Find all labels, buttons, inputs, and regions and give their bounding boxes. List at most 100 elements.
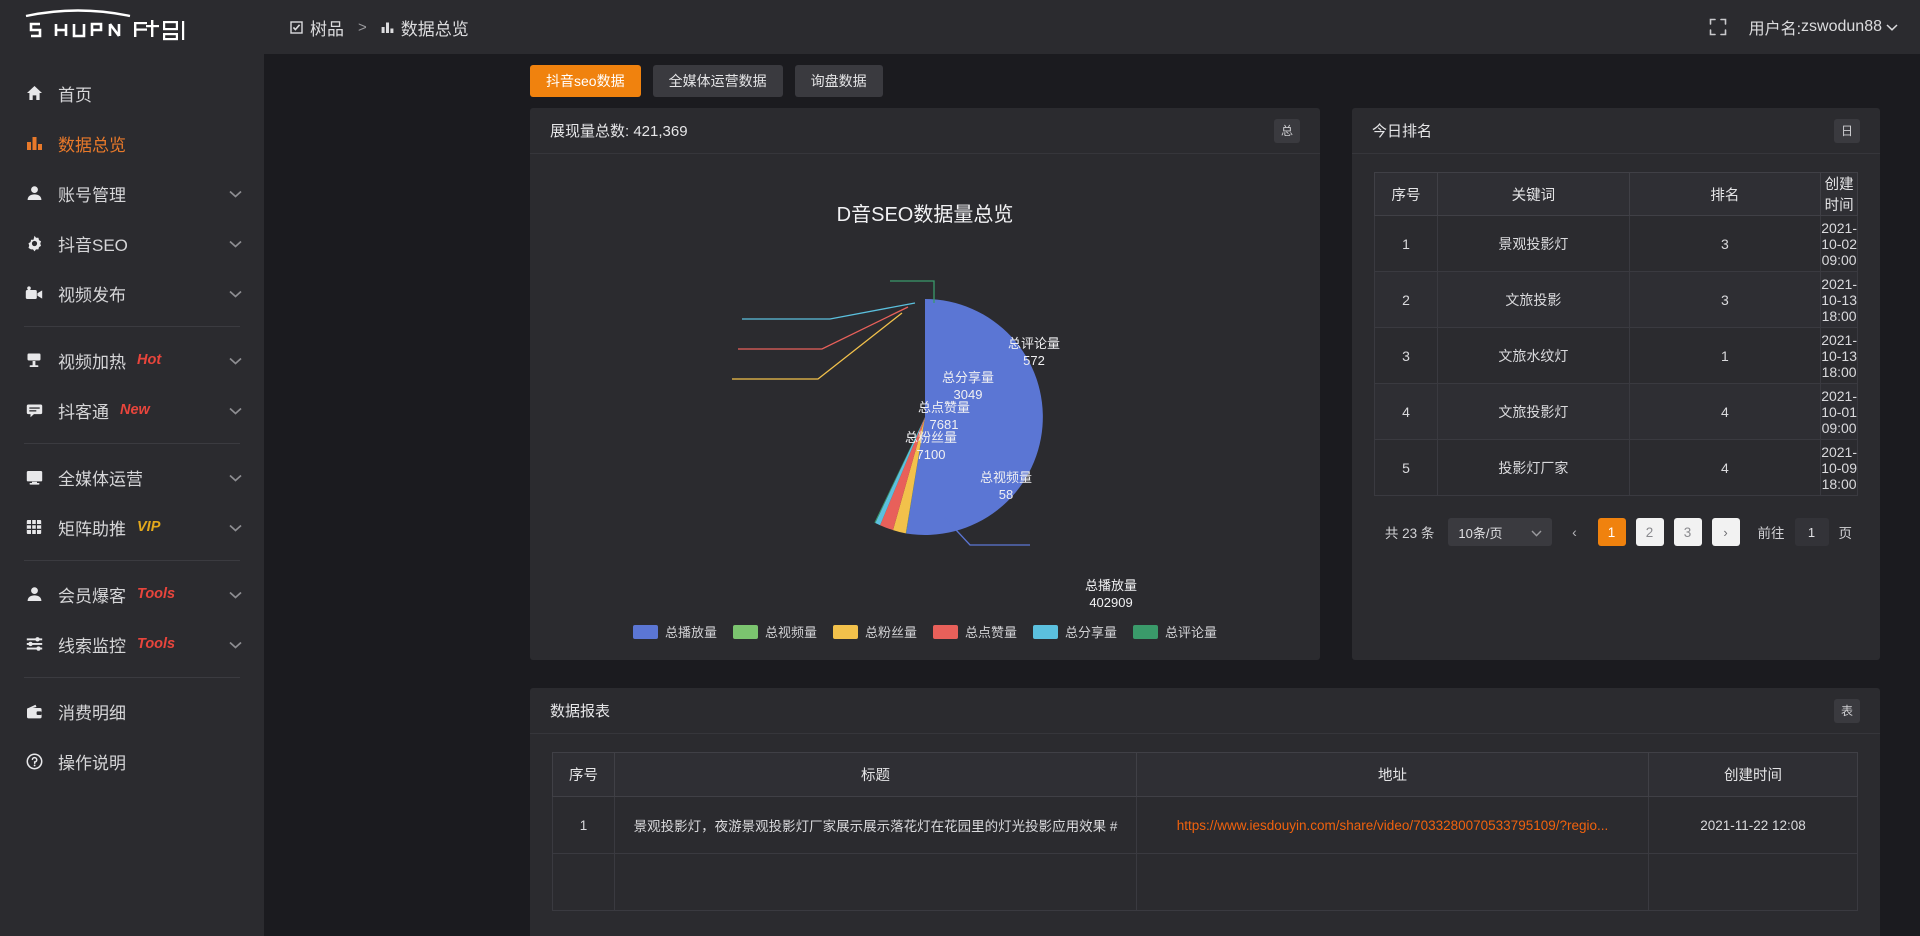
chevron-down-icon[interactable] bbox=[229, 283, 242, 303]
monitor-icon bbox=[22, 466, 46, 488]
report-url-link[interactable]: https://www.iesdouyin.com/share/video/70… bbox=[1176, 817, 1609, 833]
legend-item-total-comments[interactable]: 总评论量 bbox=[1133, 622, 1217, 641]
sidebar-item-label: 账号管理 bbox=[58, 185, 126, 205]
chevron-down-icon[interactable] bbox=[229, 350, 242, 370]
table-header-row: 序号 关键词 排名 创建时间 bbox=[1373, 172, 1858, 216]
sidebar-item-label: 线索监控 bbox=[58, 636, 126, 656]
sidebar-item-label: 数据总览 bbox=[58, 135, 126, 155]
pagination-page-3[interactable]: 3 bbox=[1673, 518, 1702, 546]
ranking-card-header: 今日排名 日 bbox=[1352, 108, 1880, 154]
chevron-down-icon[interactable] bbox=[229, 584, 242, 604]
cell-url[interactable]: https://www.iesdouyin.com/share/video/70… bbox=[1136, 796, 1649, 854]
legend-item-total-videos[interactable]: 总视频量 bbox=[732, 622, 817, 641]
pie-slice-total-comments[interactable] bbox=[874, 417, 925, 523]
breadcrumb-root[interactable]: 树品 bbox=[290, 15, 344, 40]
tab-omni-media-data[interactable]: 全媒体运营数据 bbox=[652, 65, 783, 97]
cell-title bbox=[614, 853, 1137, 911]
brand-logo[interactable] bbox=[0, 0, 264, 54]
page-size-select[interactable]: 10条/页 bbox=[1448, 518, 1552, 546]
sidebar-divider bbox=[24, 443, 240, 444]
legend-item-total-shares[interactable]: 总分享量 bbox=[1033, 622, 1117, 641]
sidebar-item-account-management[interactable]: 账号管理 bbox=[0, 168, 264, 218]
table-row[interactable]: 3 文旅水纹灯 1 2021-10-13 18:00 bbox=[1373, 327, 1858, 384]
pagination-page-2[interactable]: 2 bbox=[1635, 518, 1664, 546]
sidebar-item-label: 抖音SEO bbox=[58, 235, 128, 255]
data-report-card: 数据报表 表 序号 标题 地址 创建时间 bbox=[530, 688, 1880, 936]
pie-slice-total-shares[interactable] bbox=[875, 417, 925, 526]
table-row[interactable]: 1 景观投影灯 3 2021-10-02 09:00 bbox=[1373, 215, 1858, 272]
legend-label: 总视频量 bbox=[764, 625, 817, 640]
callout-total-likes: 总点赞量 7681 bbox=[918, 399, 970, 433]
leader-line-likes bbox=[738, 306, 909, 350]
pagination-page-1[interactable]: 1 bbox=[1597, 518, 1626, 546]
tab-inquiry-data[interactable]: 询盘数据 bbox=[794, 65, 883, 97]
user-menu[interactable]: 用户名: zswodun88 bbox=[1749, 15, 1898, 39]
leader-line-comments bbox=[890, 280, 935, 303]
pie-slice-total-videos[interactable] bbox=[905, 417, 925, 534]
legend-swatch bbox=[1133, 624, 1159, 639]
pagination-jump-prefix: 前往 bbox=[1757, 526, 1785, 541]
legend-item-total-fans[interactable]: 总粉丝量 bbox=[832, 622, 917, 641]
chevron-down-icon[interactable] bbox=[229, 233, 242, 253]
report-body: 序号 标题 地址 创建时间 1 景观投影灯，夜游景观投影灯厂家展示展示落花灯在花… bbox=[530, 734, 1880, 911]
sidebar-item-douyin-seo[interactable]: 抖音SEO bbox=[0, 218, 264, 268]
cell-index bbox=[552, 853, 615, 911]
today-ranking-card: 今日排名 日 序号 关键词 排名 创建时间 bbox=[1352, 108, 1880, 660]
sidebar-item-lead-monitor[interactable]: 线索监控 Tools bbox=[0, 619, 264, 669]
sidebar-item-data-overview[interactable]: 数据总览 bbox=[0, 118, 264, 168]
sidebar-item-consumption-detail[interactable]: 消费明细 bbox=[0, 686, 264, 736]
sidebar-item-label: 操作说明 bbox=[58, 753, 126, 773]
sidebar-item-douketong[interactable]: 抖客通 New bbox=[0, 385, 264, 435]
legend-item-total-plays[interactable]: 总播放量 bbox=[632, 622, 717, 641]
sidebar-item-tag: Hot bbox=[137, 352, 162, 368]
table-row[interactable]: 2 文旅投影 3 2021-10-13 18:00 bbox=[1373, 271, 1858, 328]
top-row: 展现量总数: 421,369 总 D音SEO数据量总览 bbox=[530, 108, 1880, 660]
chat-icon bbox=[22, 399, 46, 421]
bar-chart-icon bbox=[22, 132, 46, 154]
chevron-down-icon[interactable] bbox=[229, 467, 242, 487]
pagination-prev-button[interactable]: ‹ bbox=[1572, 524, 1577, 540]
chart-legend: 总播放量 总视频量 总粉丝量 bbox=[530, 622, 1320, 641]
table-row[interactable]: 5 投影灯厂家 4 2021-10-09 18:00 bbox=[1373, 439, 1858, 496]
table-row[interactable]: 1 景观投影灯，夜游景观投影灯厂家展示展示落花灯在花园里的灯光投影应用效果 # … bbox=[552, 796, 1858, 854]
chevron-down-icon[interactable] bbox=[229, 517, 242, 537]
sidebar-item-home[interactable]: 首页 bbox=[0, 68, 264, 118]
breadcrumb-current[interactable]: 数据总览 bbox=[381, 15, 469, 40]
sidebar-item-member-burst[interactable]: 会员爆客 Tools bbox=[0, 569, 264, 619]
sidebar-item-label: 抖客通 bbox=[58, 402, 109, 422]
tab-douyin-seo-data[interactable]: 抖音seo数据 bbox=[530, 65, 641, 97]
pie-slice-total-likes[interactable] bbox=[880, 417, 925, 531]
legend-item-total-likes[interactable]: 总点赞量 bbox=[933, 622, 1017, 641]
chart-total-toggle-button[interactable]: 总 bbox=[1273, 118, 1300, 143]
pie-slice-total-plays[interactable] bbox=[906, 299, 1043, 535]
sidebar-item-video-boost[interactable]: 视频加热 Hot bbox=[0, 335, 264, 385]
cell-url[interactable] bbox=[1136, 853, 1649, 911]
legend-swatch bbox=[933, 624, 958, 639]
report-table-toggle-button[interactable]: 表 bbox=[1833, 698, 1860, 723]
cell-created-time: 2021-10-13 18:00 bbox=[1820, 327, 1858, 384]
table-row[interactable]: 4 文旅投影灯 4 2021-10-01 09:00 bbox=[1373, 383, 1858, 440]
leader-line-shares bbox=[742, 302, 916, 320]
cell-created-time: 2021-11-22 12:08 bbox=[1648, 796, 1858, 854]
sidebar-item-instructions[interactable]: 操作说明 bbox=[0, 736, 264, 786]
breadcrumb: 树品 > 数据总览 bbox=[290, 15, 469, 40]
sidebar-item-omni-media[interactable]: 全媒体运营 bbox=[0, 452, 264, 502]
sidebar-item-matrix-boost[interactable]: 矩阵助推 VIP bbox=[0, 502, 264, 552]
sidebar-item-video-publish[interactable]: 视频发布 bbox=[0, 268, 264, 318]
cell-title: 景观投影灯，夜游景观投影灯厂家展示展示落花灯在花园里的灯光投影应用效果 # bbox=[614, 796, 1137, 854]
sidebar-item-label: 矩阵助推 bbox=[58, 519, 126, 539]
fullscreen-icon[interactable] bbox=[1709, 18, 1727, 36]
topbar-right: 用户名: zswodun88 bbox=[1709, 15, 1898, 39]
chevron-down-icon[interactable] bbox=[229, 634, 242, 654]
legend-label: 总分享量 bbox=[1065, 625, 1118, 640]
chevron-down-icon[interactable] bbox=[229, 183, 242, 203]
pagination-next-button[interactable]: › bbox=[1711, 518, 1740, 546]
col-url: 地址 bbox=[1136, 752, 1649, 797]
ranking-day-toggle-button[interactable]: 日 bbox=[1833, 118, 1860, 143]
cell-index: 5 bbox=[1373, 439, 1439, 496]
chevron-down-icon bbox=[1530, 525, 1542, 540]
pie-slice-total-fans[interactable] bbox=[893, 417, 925, 534]
pagination-jump-input[interactable] bbox=[1794, 518, 1829, 546]
table-row[interactable] bbox=[552, 853, 1858, 911]
chevron-down-icon[interactable] bbox=[229, 400, 242, 420]
